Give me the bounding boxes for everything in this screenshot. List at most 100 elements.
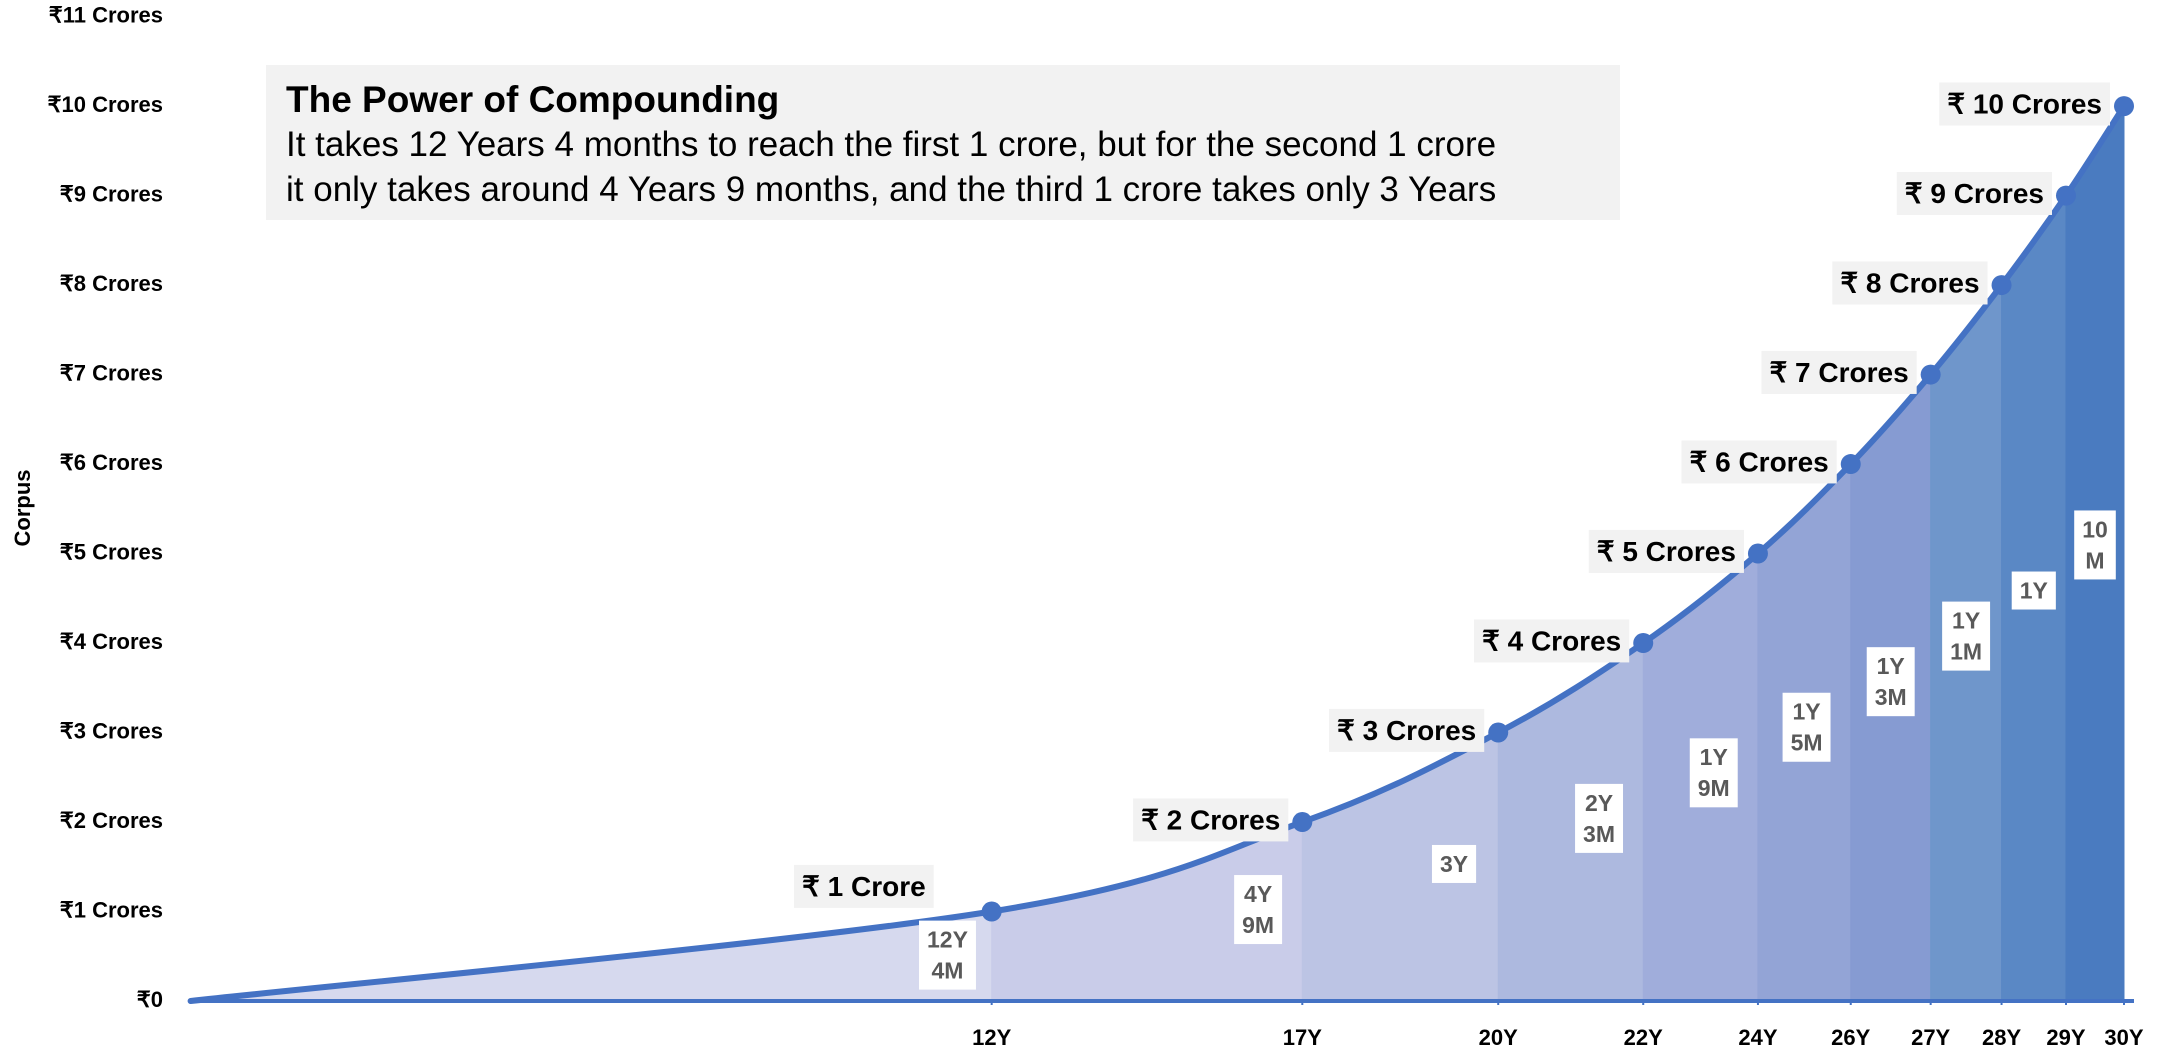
duration-box xyxy=(1689,738,1738,808)
duration-text: 4Y 9M xyxy=(1242,881,1274,938)
duration-text: 1Y 9M xyxy=(1698,744,1730,801)
point xyxy=(1292,812,1313,833)
y-tick-label: ₹1 Crores xyxy=(60,897,163,922)
duration-line: 5M xyxy=(1791,730,1823,756)
point xyxy=(1488,722,1509,743)
duration-text: 1Y 5M xyxy=(1791,699,1823,756)
subtitle-line: it only takes around 4 Years 9 months, a… xyxy=(286,170,1496,209)
duration-text: 2Y 3M xyxy=(1583,790,1615,847)
x-tick-label: 29Y xyxy=(2046,1025,2085,1050)
duration-text: 12Y 4M xyxy=(927,927,968,984)
y-tick-label: ₹2 Crores xyxy=(60,808,163,833)
duration-label: 1Y 1M xyxy=(1942,601,1991,671)
duration-box xyxy=(1431,844,1477,883)
duration-line: 1Y xyxy=(1952,608,1980,634)
duration-text: 1Y 3M xyxy=(1875,653,1907,710)
duration-line: 1Y xyxy=(1700,744,1728,770)
duration-label: 10 M xyxy=(2074,510,2116,580)
duration-text: 10 M xyxy=(2082,516,2108,573)
data-label-box xyxy=(1681,440,1837,484)
y-tick-label: ₹8 Crores xyxy=(60,271,163,296)
duration-box xyxy=(1942,601,1991,671)
duration-line: 1Y xyxy=(1792,699,1820,725)
data-label: ₹ 10 Crores xyxy=(1947,88,2102,119)
duration-label: 1Y 3M xyxy=(1866,647,1915,717)
x-tick-label: 22Y xyxy=(1624,1025,1663,1050)
y-tick-label: ₹0 xyxy=(137,987,163,1012)
duration-line: M xyxy=(2085,547,2104,573)
x-tick-label: 12Y xyxy=(972,1025,1011,1050)
y-tick-label: ₹9 Crores xyxy=(60,181,163,206)
y-tick-label: ₹6 Crores xyxy=(60,450,163,475)
duration-line: 9M xyxy=(1242,912,1274,938)
y-tick-label: ₹10 Crores xyxy=(48,92,164,117)
data-label-box xyxy=(1761,350,1917,394)
duration-label: 1Y 9M xyxy=(1689,738,1738,808)
duration-line: 1M xyxy=(1950,639,1982,665)
y-tick-label: ₹5 Crores xyxy=(60,539,163,564)
data-label-box xyxy=(1133,798,1289,842)
x-tick-label: 26Y xyxy=(1831,1025,1870,1050)
y-tick-label: ₹4 Crores xyxy=(60,629,163,654)
data-label: ₹ 6 Crores xyxy=(1690,446,1829,477)
data-label: ₹ 9 Crores xyxy=(1905,178,2044,209)
duration-label: 3Y xyxy=(1431,844,1477,883)
data-label: ₹ 2 Crores xyxy=(1141,804,1280,835)
data-label-box xyxy=(1588,529,1744,573)
duration-line: 2Y xyxy=(1585,790,1613,816)
point xyxy=(1920,364,1941,385)
duration-box xyxy=(1575,783,1624,853)
x-tick-label: 20Y xyxy=(1479,1025,1518,1050)
duration-line: 10 xyxy=(2082,516,2108,542)
point xyxy=(1747,543,1768,564)
duration-box xyxy=(2074,510,2116,580)
x-tick-label: 27Y xyxy=(1911,1025,1950,1050)
duration-text: 3Y xyxy=(1440,851,1468,877)
duration-label: 4Y 9M xyxy=(1234,875,1283,945)
duration-label: 2Y 3M xyxy=(1575,783,1624,853)
point xyxy=(2055,185,2076,206)
data-label-box xyxy=(1474,619,1630,663)
duration-text: 1Y 1M xyxy=(1950,608,1982,665)
duration-line: 3M xyxy=(1583,821,1615,847)
subtitle-line: It takes 12 Years 4 months to reach the … xyxy=(286,125,1496,164)
duration-line: 3Y xyxy=(1440,851,1468,877)
duration-label: 12Y 4M xyxy=(919,920,976,990)
data-label: ₹ 8 Crores xyxy=(1840,267,1979,298)
area-fills xyxy=(190,104,2125,1002)
duration-line: 12Y xyxy=(927,927,968,953)
duration-label: 1Y xyxy=(2011,571,2056,610)
duration-line: 4Y xyxy=(1244,881,1272,907)
data-label-box xyxy=(1896,171,2052,215)
point xyxy=(2114,96,2134,117)
duration-line: 3M xyxy=(1875,684,1907,710)
data-label-box xyxy=(1832,261,1988,305)
data-label: ₹ 5 Crores xyxy=(1597,536,1736,567)
x-tick-label: 17Y xyxy=(1283,1025,1322,1050)
duration-line: 9M xyxy=(1698,775,1730,801)
duration-box xyxy=(919,920,976,990)
y-tick-label: ₹3 Crores xyxy=(60,718,163,743)
data-label: ₹ 1 Crore xyxy=(802,871,926,902)
duration-line: 4M xyxy=(932,958,964,984)
duration-box xyxy=(1782,692,1831,762)
duration-label: 1Y 5M xyxy=(1782,692,1831,762)
data-label: ₹ 4 Crores xyxy=(1482,625,1621,656)
chart-title: The Power of Compounding xyxy=(286,79,779,120)
x-tick-label: 24Y xyxy=(1738,1025,1777,1050)
duration-box xyxy=(1866,647,1915,717)
point xyxy=(1840,454,1861,475)
x-tick-label: 28Y xyxy=(1982,1025,2021,1050)
duration-box xyxy=(2011,571,2056,610)
data-label: ₹ 7 Crores xyxy=(1769,357,1908,388)
title-box xyxy=(266,65,1620,220)
point xyxy=(1633,633,1654,654)
y-tick-label: ₹11 Crores xyxy=(49,2,163,27)
point xyxy=(981,901,1002,922)
data-label-box xyxy=(794,864,934,908)
point xyxy=(1991,275,2012,296)
data-label: ₹ 3 Crores xyxy=(1337,715,1476,746)
y-axis-label: Corpus xyxy=(10,470,35,547)
